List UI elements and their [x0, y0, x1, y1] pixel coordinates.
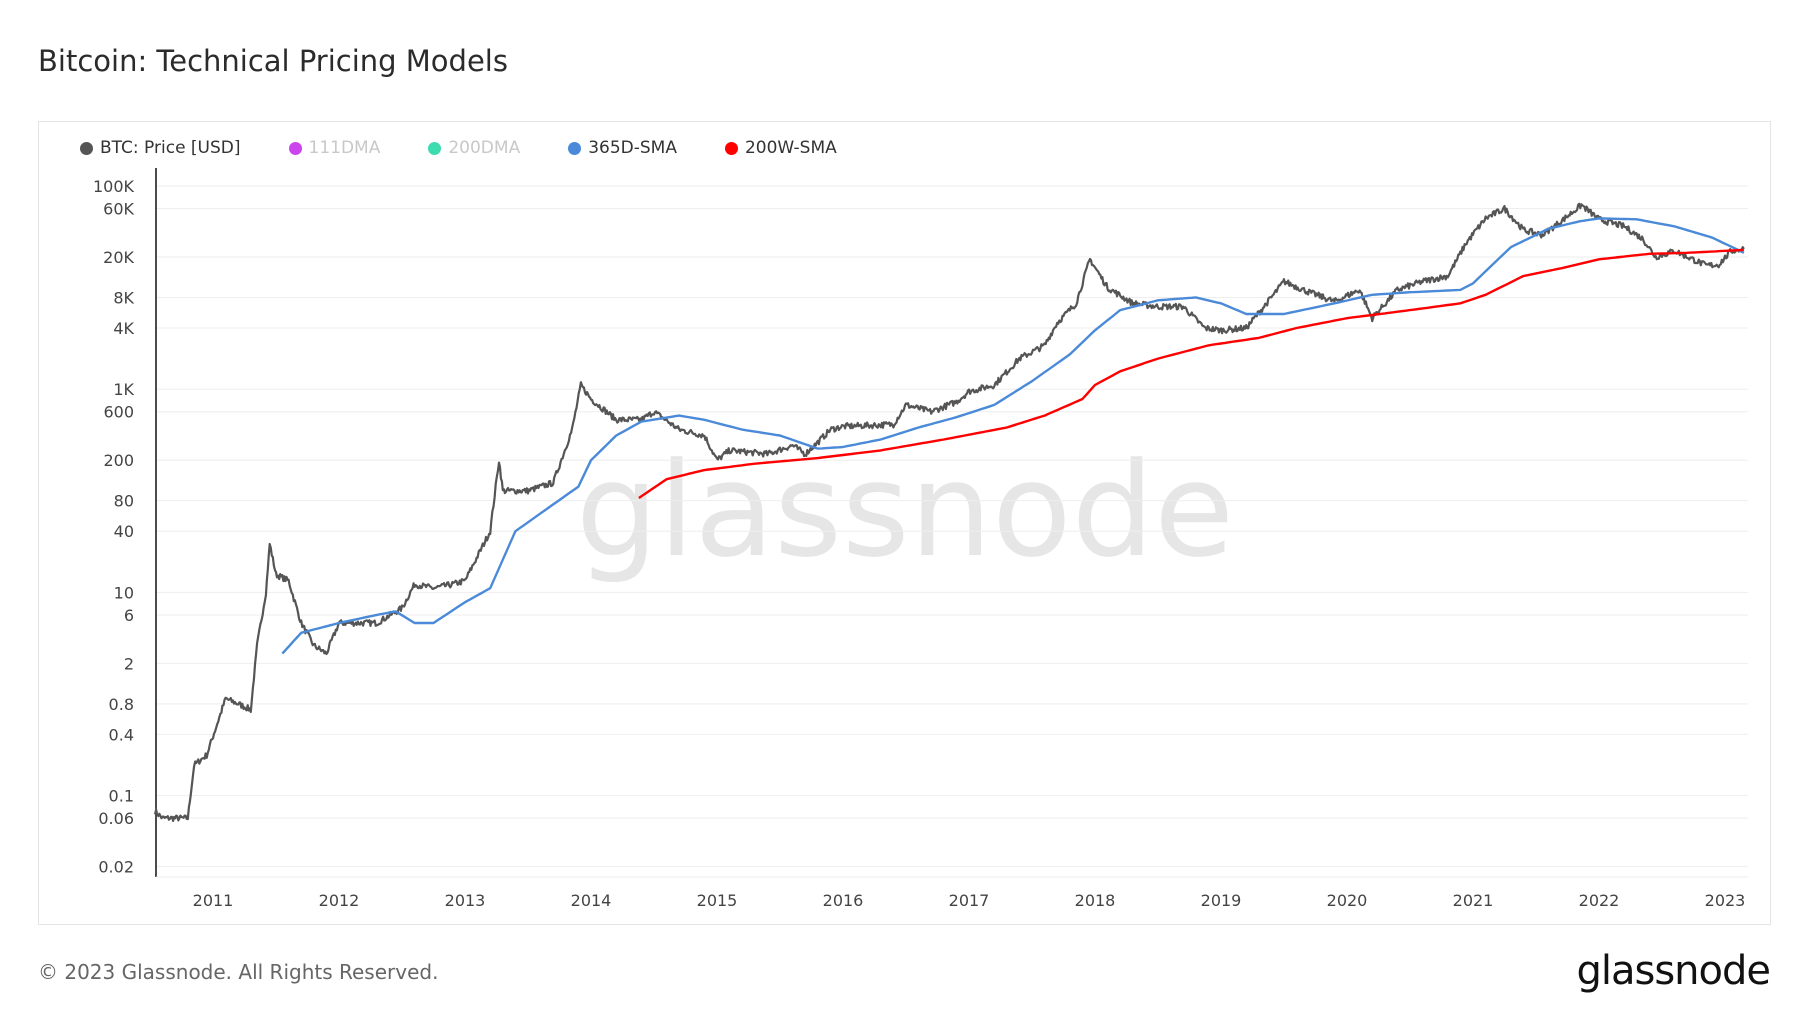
- legend-dot-icon: [724, 141, 738, 155]
- y-tick-label: 6: [124, 606, 134, 625]
- legend-dot-icon: [428, 141, 442, 155]
- legend-item-200dma[interactable]: 200DMA: [428, 138, 520, 158]
- x-tick-label: 2021: [1453, 891, 1494, 910]
- y-tick-label: 0.02: [98, 858, 134, 877]
- copyright: © 2023 Glassnode. All Rights Reserved.: [38, 960, 439, 984]
- x-tick-label: 2017: [949, 891, 990, 910]
- y-tick-label: 1K: [113, 380, 134, 399]
- y-tick-label: 0.4: [109, 725, 134, 744]
- series-line-200w-sma: [638, 248, 1744, 499]
- legend-label: 111DMA: [308, 138, 381, 158]
- x-tick-label: 2015: [697, 891, 738, 910]
- y-tick-label: 4K: [113, 319, 134, 338]
- legend-label: 200W-SMA: [744, 138, 837, 158]
- legend-label: BTC: Price [USD]: [100, 138, 241, 158]
- chart-frame: [38, 121, 1771, 925]
- watermark: glassnode: [576, 434, 1234, 586]
- x-tick-label: 2016: [823, 891, 864, 910]
- y-tick-label: 20K: [103, 248, 134, 267]
- x-tick-label: 2014: [571, 891, 612, 910]
- legend-item-365d-sma[interactable]: 365D-SMA: [568, 138, 677, 158]
- y-tick-label: 10: [114, 583, 134, 602]
- legend-label: 200DMA: [448, 138, 521, 158]
- legend-dot-icon: [80, 141, 93, 155]
- x-tick-label: 2023: [1705, 891, 1746, 910]
- x-tick-label: 2019: [1201, 891, 1242, 910]
- y-tick-label: 40: [114, 522, 134, 541]
- legend-item-200w-sma[interactable]: 200W-SMA: [724, 138, 837, 158]
- y-tick-label: 200: [103, 451, 134, 470]
- y-tick-label: 0.8: [109, 695, 134, 714]
- x-tick-label: 2011: [193, 891, 234, 910]
- glassnode-logo[interactable]: glassnode: [1576, 948, 1771, 994]
- y-tick-label: 8K: [113, 288, 134, 307]
- x-tick-label: 2012: [319, 891, 360, 910]
- legend-item-111dma[interactable]: 111DMA: [288, 138, 381, 158]
- y-tick-label: 100K: [93, 177, 135, 196]
- x-tick-label: 2020: [1327, 891, 1368, 910]
- legend-dot-icon: [568, 141, 582, 155]
- legend-item-btc-price-usd-[interactable]: BTC: Price [USD]: [80, 138, 241, 158]
- page-title: Bitcoin: Technical Pricing Models: [38, 44, 508, 78]
- legend: BTC: Price [USD] 111DMA 200DMA 365D-SMA 200W…: [80, 138, 885, 158]
- y-tick-label: 2: [124, 654, 134, 673]
- series-line-btc-price-usd-: [153, 202, 1745, 823]
- legend-dot-icon: [288, 141, 302, 155]
- x-tick-label: 2018: [1075, 891, 1116, 910]
- y-tick-label: 60K: [103, 200, 134, 219]
- y-tick-label: 600: [103, 403, 134, 422]
- series-line-365d-sma: [281, 217, 1745, 655]
- x-tick-label: 2022: [1579, 891, 1620, 910]
- legend-label: 365D-SMA: [588, 138, 677, 158]
- x-tick-label: 2013: [445, 891, 486, 910]
- y-tick-label: 80: [114, 492, 134, 511]
- y-tick-label: 0.06: [98, 809, 134, 828]
- y-tick-label: 0.1: [109, 787, 134, 806]
